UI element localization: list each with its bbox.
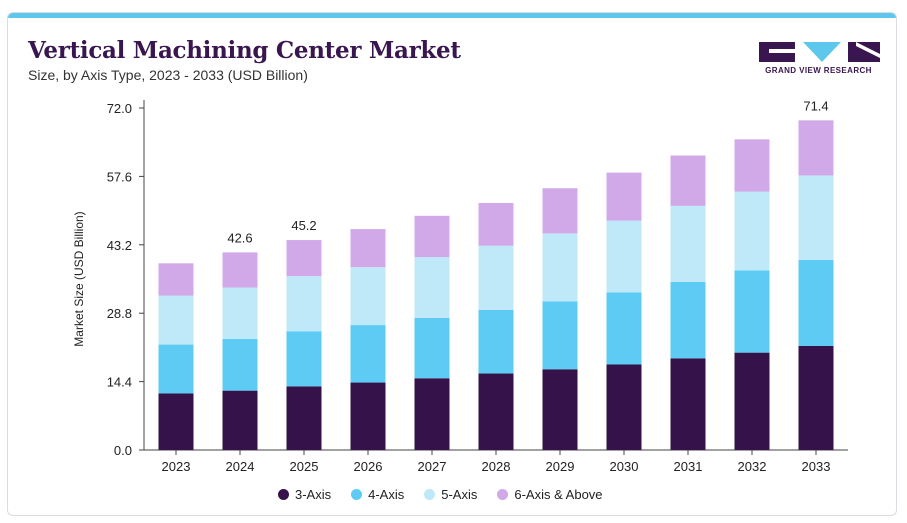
bar-3-axis-2032 xyxy=(734,352,770,450)
bar-3-axis-2030 xyxy=(606,364,642,450)
stacked-bar-chart: 0.0 14.4 28.8 43.2 57.6 72.0 Market Size (USD … xyxy=(72,98,848,474)
bar-5-axis-2027 xyxy=(414,257,450,318)
x-tick-label-2033: 2033 xyxy=(802,459,831,474)
bar-3-axis-2029 xyxy=(542,369,578,450)
legend-label-6-axis-above: 6-Axis & Above xyxy=(514,487,603,502)
y-tick-label: 43.2 xyxy=(107,238,132,253)
bar-3-axis-2025 xyxy=(286,386,322,450)
bar-6-axis-above-2027 xyxy=(414,215,450,258)
bar-4-axis-2029 xyxy=(542,301,578,370)
y-tick-label: 0.0 xyxy=(114,443,132,458)
bar-6-axis-above-2023 xyxy=(158,263,194,296)
bar-4-axis-2028 xyxy=(478,309,514,374)
legend-label-5-axis: 5-Axis xyxy=(441,487,478,502)
brand-name: GRAND VIEW RESEARCH xyxy=(765,66,872,75)
y-tick-label: 57.6 xyxy=(107,169,132,184)
x-tick-label-2030: 2030 xyxy=(610,459,639,474)
bar-4-axis-2032 xyxy=(734,270,770,353)
bar-5-axis-2033 xyxy=(798,175,834,260)
bar-6-axis-above-2026 xyxy=(350,229,386,268)
bar-5-axis-2024 xyxy=(222,287,258,339)
bar-5-axis-2028 xyxy=(478,245,514,310)
x-tick-label-2028: 2028 xyxy=(482,459,511,474)
bar-5-axis-2031 xyxy=(670,205,706,282)
x-tick-label-2025: 2025 xyxy=(290,459,319,474)
bar-4-axis-2023 xyxy=(158,344,194,394)
bar-4-axis-2030 xyxy=(606,292,642,365)
bar-3-axis-2028 xyxy=(478,373,514,450)
chart-title: Vertical Machining Center Market xyxy=(28,37,461,64)
x-tick-label-2023: 2023 xyxy=(162,459,191,474)
legend-item-5-axis: 5-Axis xyxy=(424,487,477,502)
legend-item-6-axis-above: 6-Axis & Above xyxy=(497,487,603,502)
bar-6-axis-above-2025 xyxy=(286,240,322,277)
x-tick-label-2024: 2024 xyxy=(226,459,255,474)
x-tick-label-2032: 2032 xyxy=(738,459,767,474)
bar-4-axis-2024 xyxy=(222,338,258,391)
bar-4-axis-2027 xyxy=(414,317,450,379)
y-tick-label: 72.0 xyxy=(107,101,132,116)
bar-3-axis-2033 xyxy=(798,345,834,450)
chart-card: Vertical Machining Center Market Size, b… xyxy=(7,12,897,516)
bar-5-axis-2025 xyxy=(286,276,322,332)
y-tick-label: 28.8 xyxy=(107,306,132,321)
bar-3-axis-2023 xyxy=(158,393,194,450)
data-label-2033: 71.4 xyxy=(803,98,828,113)
bar-6-axis-above-2031 xyxy=(670,155,706,206)
bar-4-axis-2031 xyxy=(670,281,706,359)
bar-3-axis-2031 xyxy=(670,358,706,450)
bar-5-axis-2030 xyxy=(606,220,642,293)
bar-5-axis-2026 xyxy=(350,267,386,326)
y-tick-label: 14.4 xyxy=(107,375,132,390)
legend-swatch-4-axis xyxy=(351,489,363,500)
bar-4-axis-2033 xyxy=(798,260,834,346)
brand-logo-icon xyxy=(759,42,880,62)
legend-label-3-axis: 3-Axis xyxy=(295,487,332,502)
y-axis-title: Market Size (USD Billion) xyxy=(72,211,86,346)
bar-6-axis-above-2033 xyxy=(798,120,834,176)
legend-item-3-axis: 3-Axis xyxy=(278,487,331,502)
chart-subtitle: Size, by Axis Type, 2023 - 2033 (USD Bil… xyxy=(28,67,308,83)
data-label-2024: 42.6 xyxy=(227,230,252,245)
legend-item-4-axis: 4-Axis xyxy=(351,487,404,502)
bar-4-axis-2026 xyxy=(350,325,386,383)
x-tick-label-2031: 2031 xyxy=(674,459,703,474)
bar-6-axis-above-2024 xyxy=(222,252,258,288)
x-tick-label-2029: 2029 xyxy=(546,459,575,474)
accent-bar xyxy=(8,13,896,18)
bar-5-axis-2029 xyxy=(542,233,578,302)
bar-6-axis-above-2032 xyxy=(734,139,770,192)
bar-4-axis-2025 xyxy=(286,331,322,387)
legend-swatch-5-axis xyxy=(424,489,436,500)
x-tick-label-2027: 2027 xyxy=(418,459,447,474)
bar-3-axis-2024 xyxy=(222,390,258,450)
bar-6-axis-above-2030 xyxy=(606,172,642,221)
bar-3-axis-2026 xyxy=(350,382,386,450)
data-label-2025: 45.2 xyxy=(291,218,316,233)
legend: 3-Axis 4-Axis 5-Axis 6-Axis & Above xyxy=(278,487,603,502)
legend-swatch-6-axis-above xyxy=(497,489,509,500)
bar-6-axis-above-2029 xyxy=(542,188,578,234)
bar-6-axis-above-2028 xyxy=(478,203,514,246)
legend-label-4-axis: 4-Axis xyxy=(368,487,405,502)
bar-5-axis-2032 xyxy=(734,191,770,271)
bar-5-axis-2023 xyxy=(158,295,194,345)
legend-swatch-3-axis xyxy=(278,489,289,500)
x-tick-label-2026: 2026 xyxy=(354,459,383,474)
brand-logo: GRAND VIEW RESEARCH xyxy=(756,40,881,80)
bar-3-axis-2027 xyxy=(414,378,450,450)
